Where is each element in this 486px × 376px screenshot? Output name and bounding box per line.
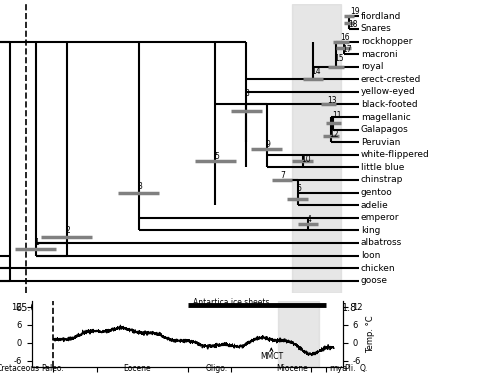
Text: magellanic: magellanic — [361, 112, 410, 121]
Text: Antartica ice sheets: Antartica ice sheets — [193, 299, 269, 308]
Text: 2: 2 — [65, 226, 70, 235]
Text: Miocene: Miocene — [277, 364, 308, 373]
Text: Galapagos: Galapagos — [361, 125, 408, 134]
Text: 19: 19 — [350, 8, 360, 17]
Y-axis label: Temp. °C: Temp. °C — [365, 315, 375, 353]
Text: Cretaceous: Cretaceous — [0, 364, 40, 373]
Text: adelie: adelie — [361, 201, 388, 210]
Text: mya: mya — [330, 364, 348, 373]
Text: 9: 9 — [265, 139, 270, 149]
Text: royal: royal — [361, 62, 383, 71]
Text: MMCT: MMCT — [260, 349, 283, 361]
Text: 14: 14 — [312, 67, 321, 76]
Text: 6: 6 — [296, 183, 301, 193]
Text: rockhopper: rockhopper — [361, 37, 412, 46]
Text: 5: 5 — [214, 152, 219, 161]
Text: Pli.: Pli. — [345, 364, 356, 373]
Text: Paleo.: Paleo. — [41, 364, 64, 373]
Text: Oligo.: Oligo. — [206, 364, 228, 373]
Text: loon: loon — [361, 251, 380, 260]
Text: 8: 8 — [245, 89, 249, 98]
Text: 17: 17 — [343, 45, 352, 54]
Text: 12: 12 — [330, 130, 339, 138]
Text: little blue: little blue — [361, 163, 404, 172]
Text: white-flippered: white-flippered — [361, 150, 430, 159]
Text: macroni: macroni — [361, 50, 397, 59]
Text: 13: 13 — [327, 96, 336, 105]
Text: chinstrap: chinstrap — [361, 176, 403, 185]
Text: Q.: Q. — [360, 364, 368, 373]
Text: albatross: albatross — [361, 238, 402, 247]
Text: gentoo: gentoo — [361, 188, 392, 197]
Text: Eocene: Eocene — [123, 364, 151, 373]
Text: yellow-eyed: yellow-eyed — [361, 87, 416, 96]
Text: black-footed: black-footed — [361, 100, 417, 109]
Text: 3: 3 — [137, 182, 142, 191]
Text: erect-crested: erect-crested — [361, 75, 421, 84]
Text: Peruvian: Peruvian — [361, 138, 400, 147]
Bar — [293, 4, 341, 293]
Text: king: king — [361, 226, 380, 235]
Bar — [278, 301, 319, 367]
Text: Snares: Snares — [361, 24, 391, 33]
Text: goose: goose — [361, 276, 388, 285]
Text: 15: 15 — [334, 54, 344, 63]
Text: emperor: emperor — [361, 213, 399, 222]
Text: chicken: chicken — [361, 264, 395, 273]
Text: 7: 7 — [280, 171, 285, 180]
Text: 16: 16 — [340, 33, 350, 42]
Text: 11: 11 — [332, 111, 341, 120]
Text: 10: 10 — [301, 155, 311, 164]
Text: 18: 18 — [348, 20, 357, 29]
Text: 1: 1 — [35, 238, 39, 247]
Text: fiordland: fiordland — [361, 12, 401, 21]
Text: 4: 4 — [306, 215, 311, 224]
